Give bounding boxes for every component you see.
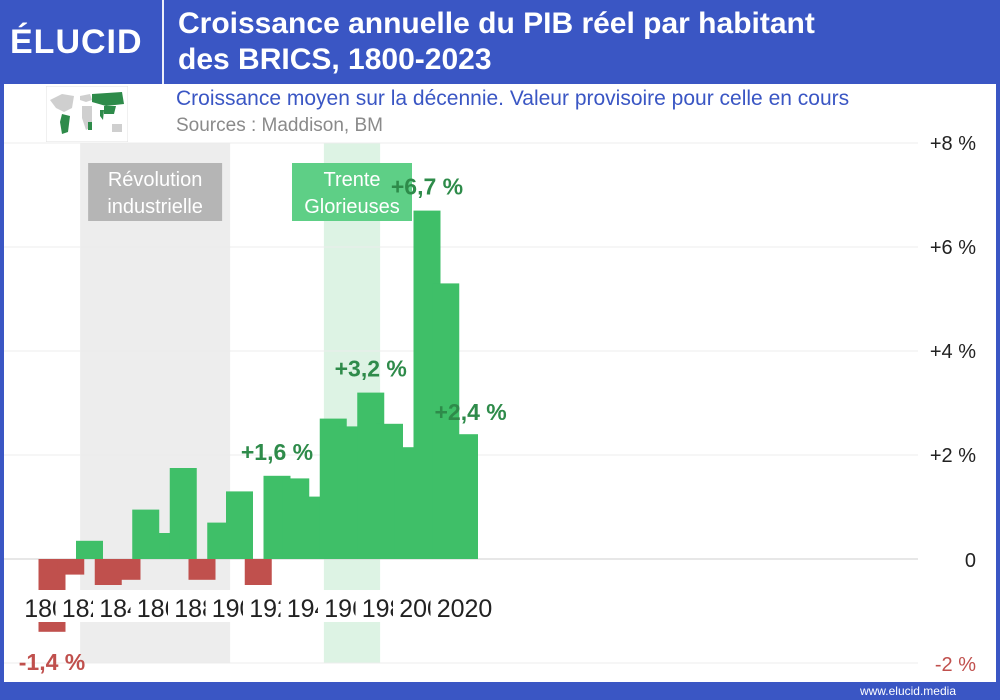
annotation-2000: +6,7 %	[391, 174, 463, 200]
y-tick-3: +2 %	[930, 445, 976, 467]
bar-2020	[451, 434, 478, 559]
chart-sources: Sources : Maddison, BM	[176, 115, 383, 136]
bar-1840	[113, 559, 141, 580]
annotation-1920: +1,6 %	[241, 439, 313, 465]
period-label-1-line-2: Glorieuses	[304, 196, 400, 218]
y-tick-2: +4 %	[930, 341, 976, 363]
annotation-1800: -1,4 %	[19, 649, 85, 675]
y-tick-0: +8 %	[930, 133, 976, 155]
bars	[38, 210, 478, 632]
period-label-1-line-1: Trente	[323, 169, 380, 191]
period-label-box-1	[292, 163, 412, 221]
annotation-2020: +2,4 %	[435, 399, 507, 425]
gridlines	[4, 142, 918, 664]
period-label-box-0	[88, 163, 223, 221]
chart-title-line-2: des BRICS, 1800-2023	[178, 43, 492, 76]
world-map-icon	[46, 86, 128, 142]
x-tick-labels: 1800182018401860188019001920194019601980…	[18, 590, 499, 623]
header-divider	[162, 0, 164, 84]
bar-1880	[188, 559, 216, 580]
footer-url: www.elucid.media	[859, 684, 956, 698]
bar-1910	[244, 559, 272, 585]
bar-1810	[57, 559, 85, 575]
data-annotations: -1,4 % +1,6 % +3,2 % +6,7 % +2,4 %	[19, 174, 507, 675]
chart-title: Croissance annuelle du PIB réel par habi…	[178, 6, 978, 78]
bar-1820	[76, 540, 103, 559]
x-tick-2020: 2020	[437, 595, 493, 623]
chart-subtitle: Croissance moyen sur la décennie. Valeur…	[176, 87, 850, 110]
bar-1900	[226, 491, 253, 559]
bar-1870	[169, 468, 197, 559]
x-tick-bg-2020	[430, 590, 499, 622]
header: ÉLUCID Croissance annuelle du PIB réel p…	[0, 0, 1000, 84]
chart-title-line-1: Croissance annuelle du PIB réel par habi…	[178, 7, 815, 40]
footer: www.elucid.media	[0, 682, 1000, 700]
period-label-0-line-1: Révolution	[108, 169, 203, 191]
y-tick-5: -2 %	[935, 654, 976, 676]
y-tick-4: 0	[965, 550, 976, 572]
y-tick-labels: +8 % +6 % +4 % +2 % 0 -2 %	[930, 133, 976, 676]
brand-logo: ÉLUCID	[10, 23, 143, 61]
annotation-1970: +3,2 %	[335, 356, 407, 382]
y-tick-1: +6 %	[930, 237, 976, 259]
period-label-0-line-2: industrielle	[107, 196, 203, 218]
